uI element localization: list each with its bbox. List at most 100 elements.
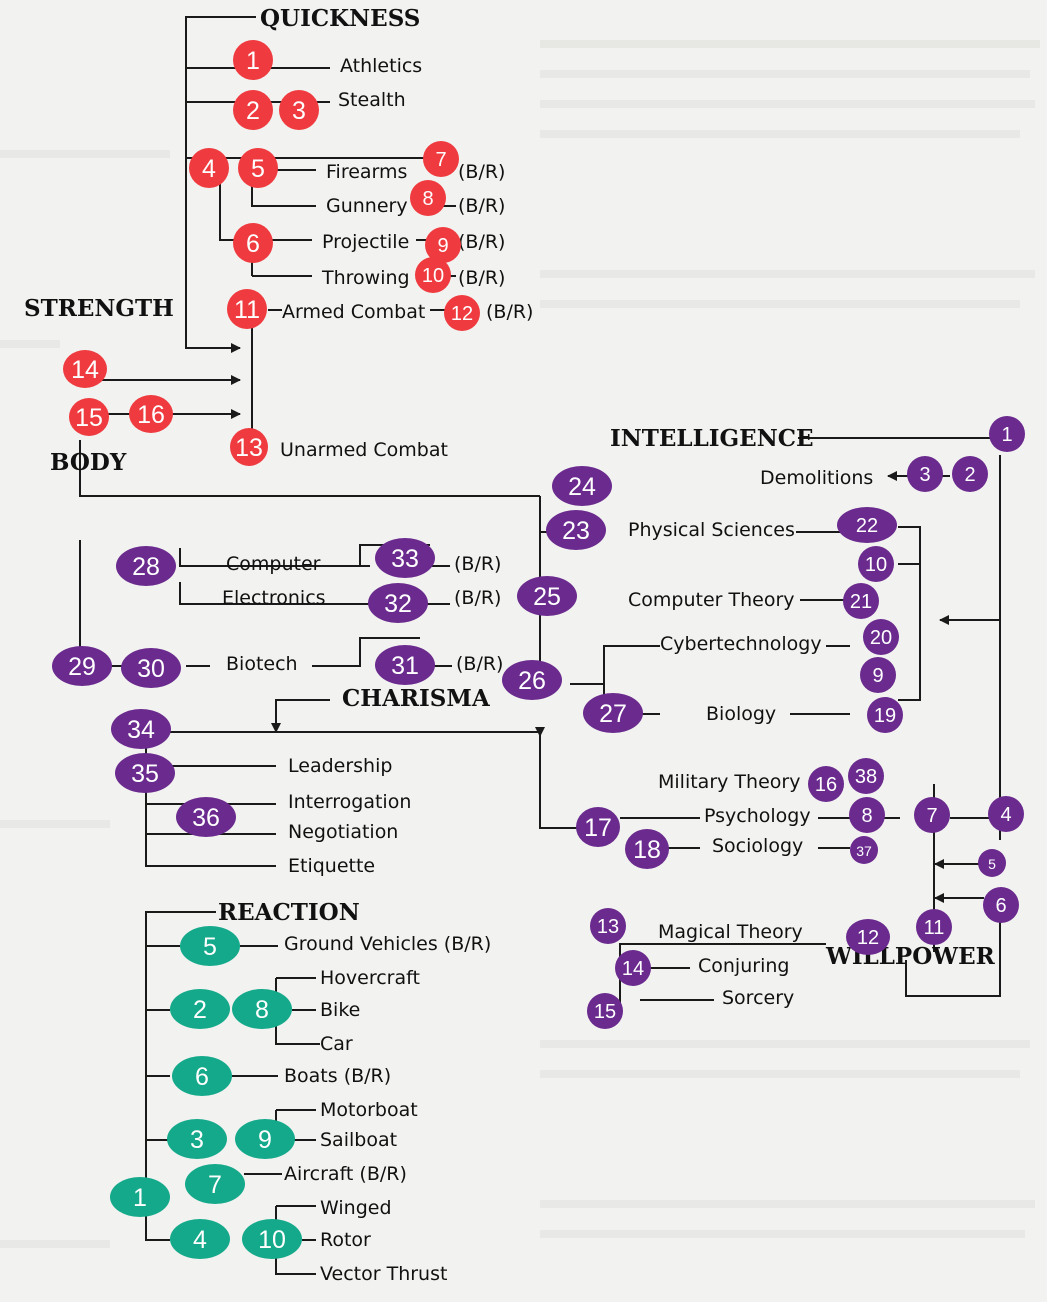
marker-badge [232,989,292,1029]
marker-badge [170,1219,230,1259]
purple-marker: 26 [502,660,562,700]
marker-number: 3 [919,464,930,486]
marker-badge [189,148,229,188]
marker-badge [983,887,1019,923]
marker-badge [850,836,878,864]
marker-number: 8 [861,805,872,827]
marker-number: 4 [202,155,216,183]
marker-badge [110,1177,170,1217]
marker-badge [235,1119,295,1159]
marker-badge [129,395,173,433]
purple-marker: 32 [368,583,428,623]
marker-number: 12 [857,927,879,949]
purple-marker: 38 [848,758,884,794]
red-marker: 12 [444,295,480,331]
marker-badge [583,693,643,733]
skill-throwing: Throwing [321,267,410,289]
marker-badge [860,657,896,693]
br-label-biotech: (B/R) [456,653,503,675]
purple-marker: 7 [914,797,950,833]
marker-badge [808,766,844,802]
marker-number: 8 [255,996,269,1024]
red-marker: 10 [415,257,451,293]
marker-number: 21 [850,591,872,613]
marker-number: 30 [137,655,165,683]
br-label-firearms: (B/R) [458,161,505,183]
marker-number: 3 [190,1126,204,1154]
marker-badge [170,989,230,1029]
red-marker: 8 [410,180,446,216]
br-labels: (B/R) (B/R) (B/R) (B/R) (B/R) (B/R) (B/R… [454,161,533,675]
purple-marker: 6 [983,887,1019,923]
marker-badge [233,223,273,263]
marker-badge [846,919,890,955]
marker-badge [916,909,952,945]
purple-marker: 28 [116,546,176,586]
skill-vector-thrust: Vector Thrust [320,1263,447,1285]
header-strength: STRENGTH [24,295,174,322]
purple-marker: 11 [916,909,952,945]
marker-badge [576,807,620,847]
marker-badge [843,583,879,619]
marker-number: 14 [71,356,99,384]
marker-number: 4 [1000,804,1011,826]
skill-etiquette: Etiquette [288,855,375,877]
teal-marker: 7 [185,1164,245,1204]
marker-number: 7 [208,1171,222,1199]
marker-number: 5 [203,933,217,961]
marker-badge [176,797,236,837]
marker-badge [121,648,181,688]
skill-electronics: Electronics [222,587,326,609]
skill-computer: Computer [226,553,321,575]
marker-badge [546,510,606,550]
purple-marker: 29 [52,646,112,686]
skill-magical-theory: Magical Theory [658,921,803,943]
skill-rotor: Rotor [320,1229,371,1251]
marker-badge [590,908,626,944]
marker-badge [111,709,171,749]
marker-badge [116,546,176,586]
marker-badge [185,1164,245,1204]
skill-car: Car [320,1033,353,1055]
teal-marker: 6 [172,1056,232,1096]
marker-badge [907,456,943,492]
marker-badge [952,456,988,492]
marker-number: 10 [865,554,887,576]
marker-number: 1 [1001,424,1012,446]
skill-interrogation: Interrogation [288,791,411,813]
marker-badge [978,849,1006,877]
purple-marker: 14 [615,950,651,986]
skill-physical-sciences: Physical Sciences [628,519,795,541]
marker-badge [375,538,435,578]
purple-marker: 17 [576,807,620,847]
teal-marker: 10 [242,1219,302,1259]
header-intelligence: INTELLIGENCE [610,425,814,452]
skill-motorboat: Motorboat [320,1099,418,1121]
marker-badge [69,398,109,436]
header-quickness: QUICKNESS [260,5,420,32]
marker-number: 10 [258,1226,286,1254]
purple-marker: 21 [843,583,879,619]
br-label-computer: (B/R) [454,553,501,575]
purple-marker: 13 [590,908,626,944]
marker-badge [914,797,950,833]
red-marker: 14 [63,350,107,388]
marker-badge [180,926,240,966]
marker-badge [115,753,175,793]
purple-marker: 35 [115,753,175,793]
marker-badge [444,295,480,331]
skill-athletics: Athletics [340,55,422,77]
marker-badge [242,1219,302,1259]
skill-firearms: Firearms [326,161,407,183]
skill-negotiation: Negotiation [288,821,398,843]
skill-cybertechnology: Cybertechnology [660,633,822,655]
purple-marker: 37 [850,836,878,864]
marker-number: 9 [437,235,448,257]
marker-number: 29 [68,653,96,681]
marker-number: 23 [562,517,590,545]
marker-number: 34 [127,716,155,744]
purple-marker: 20 [863,619,899,655]
marker-badge [517,576,577,616]
marker-number: 38 [855,766,877,788]
